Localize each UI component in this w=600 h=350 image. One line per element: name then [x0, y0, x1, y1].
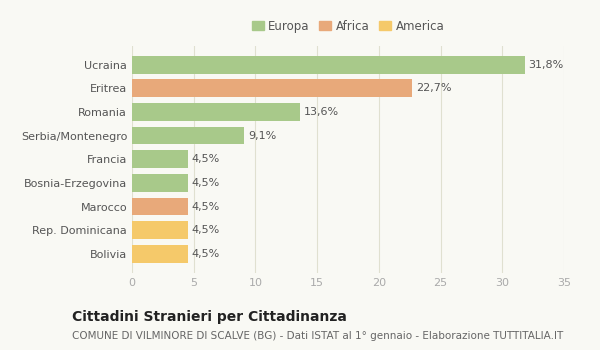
Bar — [132, 103, 300, 121]
Text: 4,5%: 4,5% — [191, 225, 220, 235]
Bar — [132, 221, 188, 239]
Text: 4,5%: 4,5% — [191, 178, 220, 188]
Bar — [132, 150, 188, 168]
Bar — [132, 245, 188, 262]
Text: COMUNE DI VILMINORE DI SCALVE (BG) - Dati ISTAT al 1° gennaio - Elaborazione TUT: COMUNE DI VILMINORE DI SCALVE (BG) - Dat… — [72, 331, 563, 341]
Bar — [132, 79, 412, 97]
Text: 31,8%: 31,8% — [528, 60, 563, 70]
Legend: Europa, Africa, America: Europa, Africa, America — [250, 17, 446, 35]
Bar — [132, 198, 188, 215]
Bar — [132, 127, 244, 145]
Text: 9,1%: 9,1% — [248, 131, 276, 141]
Text: Cittadini Stranieri per Cittadinanza: Cittadini Stranieri per Cittadinanza — [72, 310, 347, 324]
Bar — [132, 56, 524, 74]
Text: 4,5%: 4,5% — [191, 154, 220, 164]
Text: 22,7%: 22,7% — [416, 83, 451, 93]
Bar — [132, 174, 188, 192]
Text: 13,6%: 13,6% — [304, 107, 338, 117]
Text: 4,5%: 4,5% — [191, 249, 220, 259]
Text: 4,5%: 4,5% — [191, 202, 220, 211]
